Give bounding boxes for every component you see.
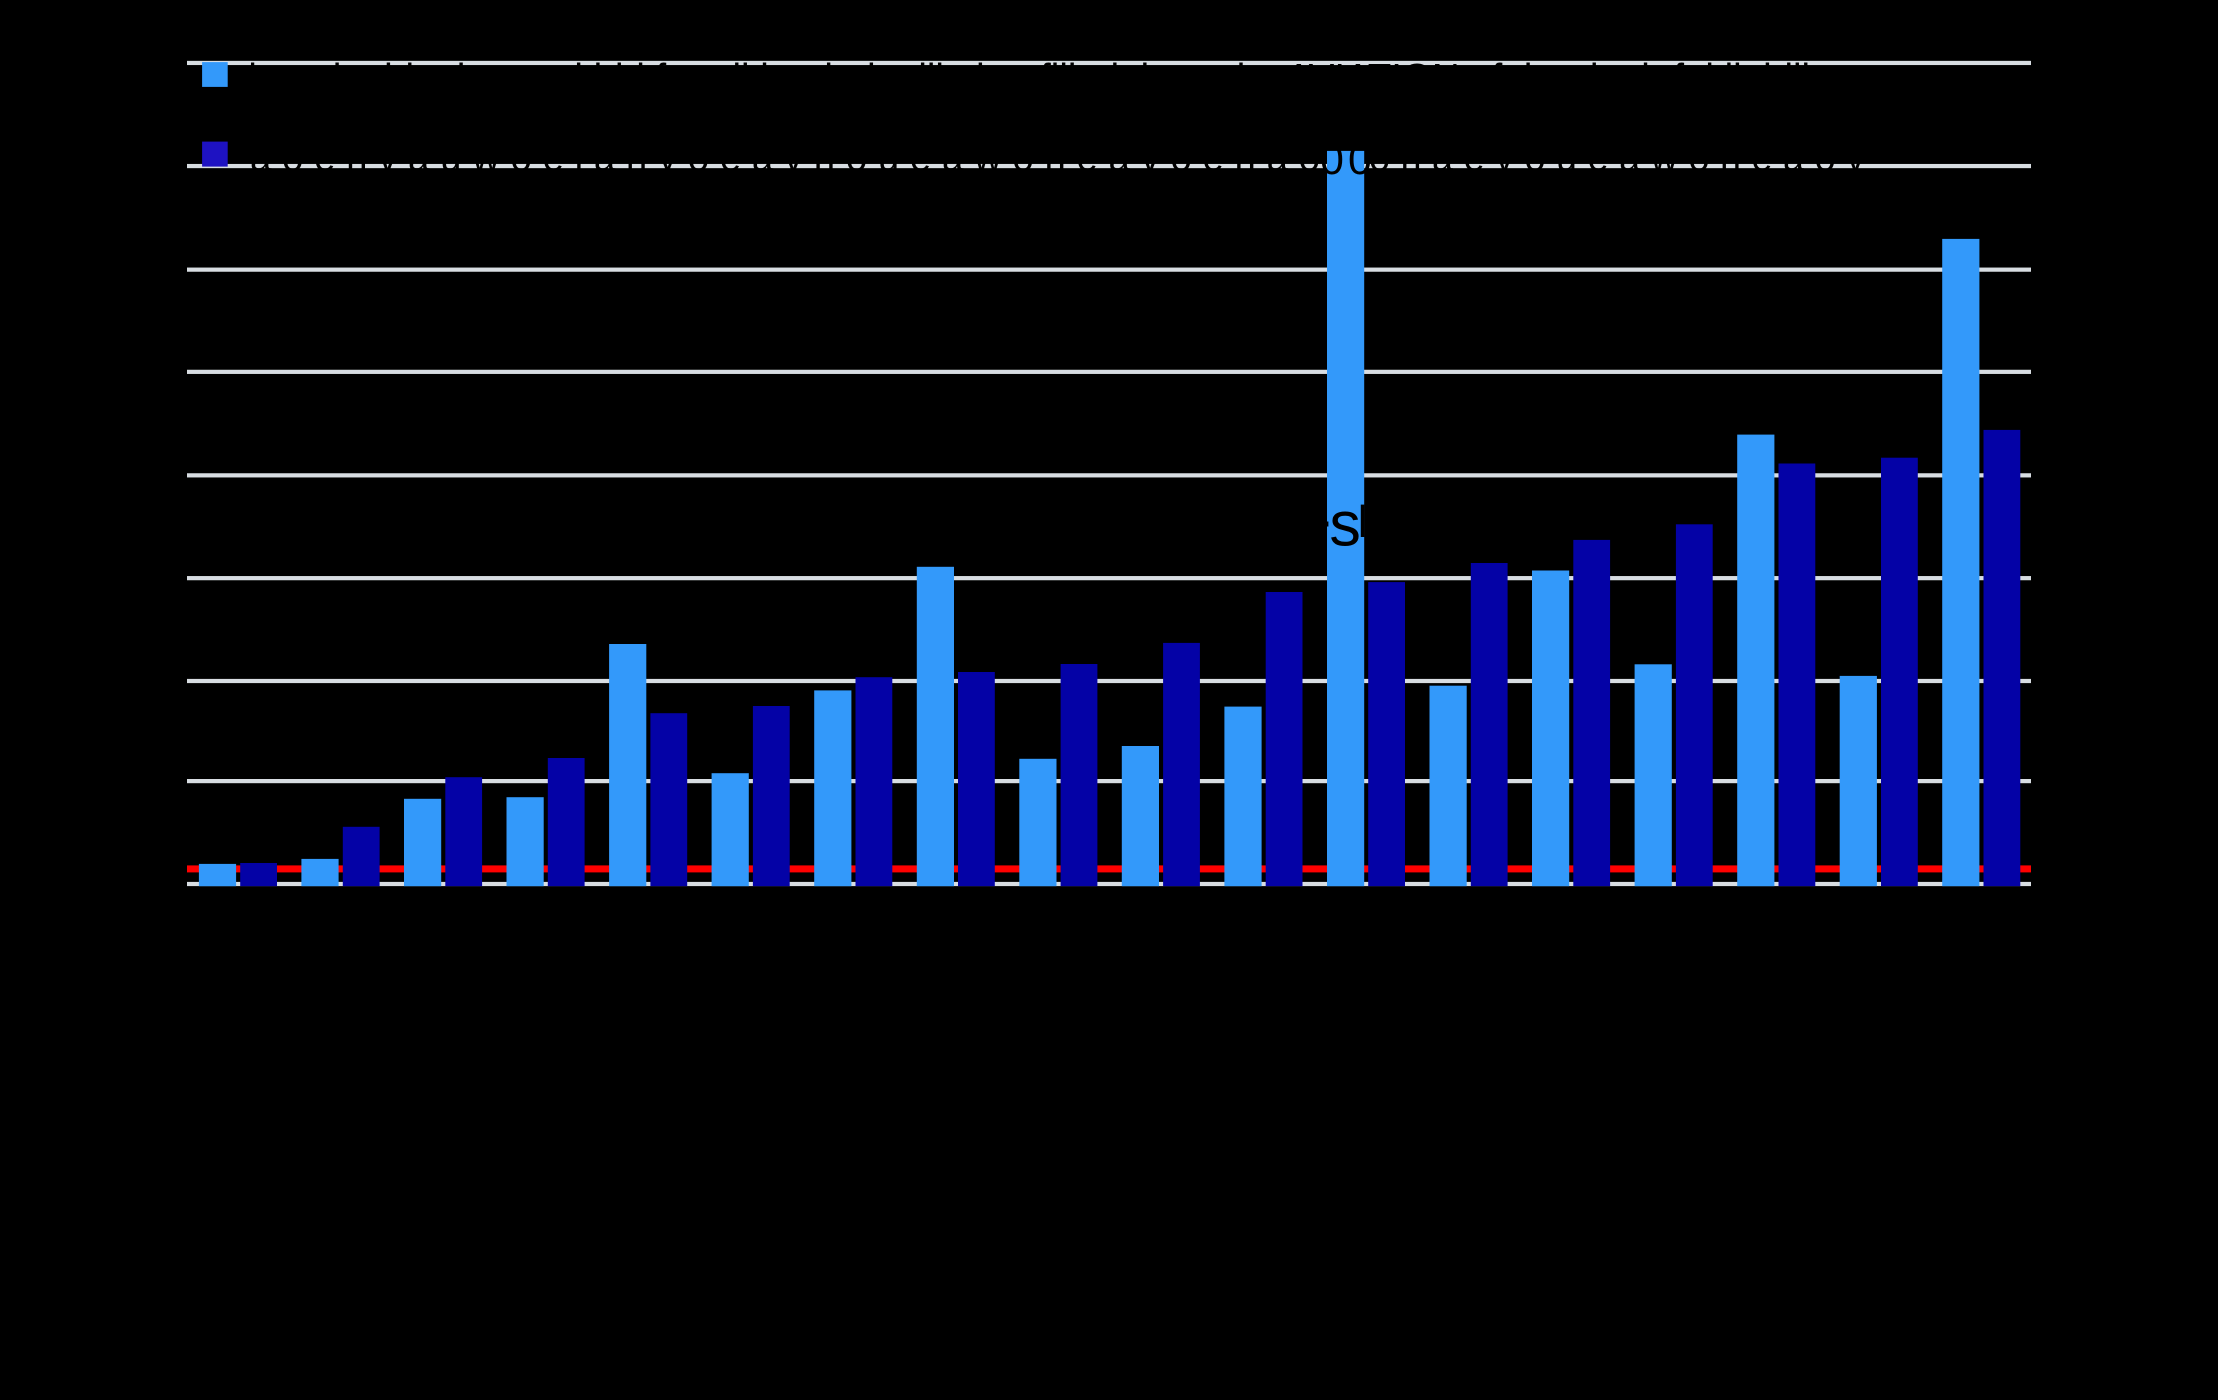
- svg-text:s: s: [1329, 490, 1361, 560]
- svg-text:0: 0: [1348, 136, 1372, 184]
- svg-text:0: 0: [1320, 136, 1344, 184]
- svg-text:o n a e v o u e a w o n e a o: o n a e v o u e a w o n e a o v: [1369, 138, 1865, 180]
- svg-text:double the total bid for all b: double the total bid for all bottled mil…: [320, 57, 1841, 98]
- svg-text:a o e n v a u w o e i a n y o: a o e n v a u w o e i a n y o e a v n o …: [250, 138, 1320, 180]
- svg-text:l: l: [249, 57, 257, 98]
